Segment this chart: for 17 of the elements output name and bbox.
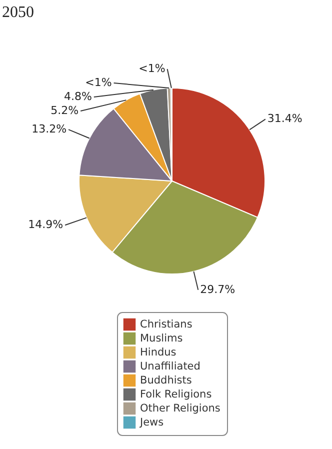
data-label: <1% <box>85 76 112 89</box>
legend-label: Hindus <box>140 346 176 358</box>
data-label: 4.8% <box>64 90 92 103</box>
data-label: 13.2% <box>32 122 67 136</box>
data-label: 29.7% <box>200 282 236 296</box>
legend-label: Jews <box>139 416 164 428</box>
legend-label: Folk Religions <box>140 388 212 400</box>
data-label: 5.2% <box>50 104 79 117</box>
legend-label: Buddhists <box>140 374 192 386</box>
chart-title: 2050 <box>2 4 34 21</box>
legend-label: Muslims <box>140 332 183 344</box>
data-label: <1% <box>138 62 166 75</box>
data-label: 31.4% <box>267 112 302 126</box>
data-label: 14.9% <box>28 218 64 232</box>
legend-label: Other Religions <box>140 402 220 414</box>
legend-label: Unaffiliated <box>140 360 200 372</box>
legend-label: Christians <box>140 318 192 330</box>
